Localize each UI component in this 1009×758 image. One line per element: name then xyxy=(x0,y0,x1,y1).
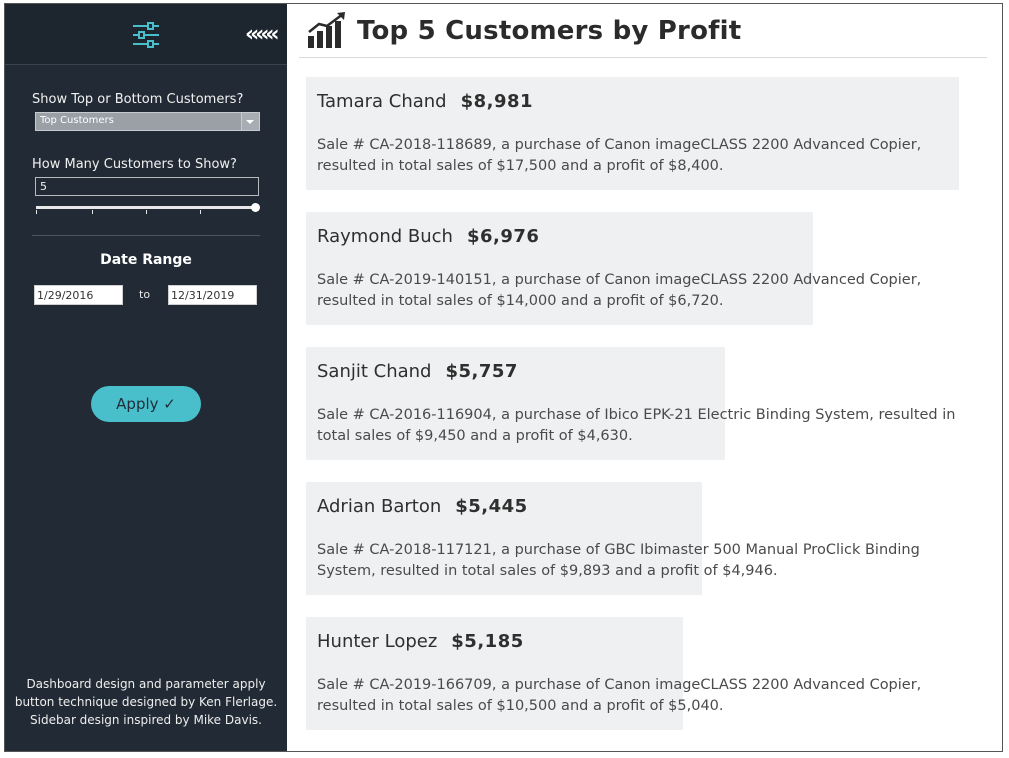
sale-description: Sale # CA-2018-117121, a purchase of GBC… xyxy=(317,540,937,582)
title-divider xyxy=(299,57,987,58)
customer-count-input[interactable]: 5 xyxy=(35,177,259,196)
customer-profit: $5,185 xyxy=(451,631,524,652)
customer-card: Tamara Chand $8,981 Sale # CA-2018-118689,… xyxy=(306,77,959,190)
apply-button[interactable]: Apply ✓ xyxy=(91,386,201,422)
page-title: Top 5 Customers by Profit xyxy=(357,16,742,46)
sidebar: ««« Show Top or Bottom Customers? Top Cu… xyxy=(5,4,287,751)
slider-tick xyxy=(200,210,201,214)
sidebar-divider xyxy=(32,235,260,236)
customer-name: Sanjit Chand xyxy=(317,361,432,382)
credits-line: Dashboard design and parameter apply xyxy=(26,677,266,691)
top-bottom-select[interactable]: Top Customers xyxy=(35,112,260,131)
customer-profit: $5,757 xyxy=(445,361,518,382)
sidebar-header: ««« xyxy=(5,4,287,65)
slider-tick xyxy=(146,210,147,214)
customer-card: Hunter Lopez $5,185 Sale # CA-2019-166709,… xyxy=(306,617,921,730)
sale-description-line: resulted in total sales of $17,500 and a… xyxy=(317,158,724,174)
customer-name: Hunter Lopez xyxy=(317,631,438,652)
customer-heading: Sanjit Chand $5,757 xyxy=(317,361,518,382)
collapse-sidebar-icon[interactable]: ««« xyxy=(245,22,280,47)
chart-growth-icon xyxy=(308,12,345,48)
date-from-input[interactable]: 1/29/2016 xyxy=(34,285,123,305)
top-bottom-select-value: Top Customers xyxy=(40,115,114,126)
customer-profit: $6,976 xyxy=(466,226,540,247)
customer-profit: $5,445 xyxy=(455,496,528,517)
date-range-title: Date Range xyxy=(100,252,192,268)
chevron-down-icon[interactable] xyxy=(241,113,259,130)
customer-count-slider[interactable] xyxy=(36,206,257,209)
credits-line: Sidebar design inspired by Mike Davis. xyxy=(30,713,262,727)
sale-description-line: Sale # CA-2016-116904, a purchase of Ibi… xyxy=(317,407,956,423)
slider-tick xyxy=(36,210,37,214)
sale-description-line: Sale # CA-2018-117121, a purchase of GBC… xyxy=(317,542,920,558)
customer-heading: Hunter Lopez $5,185 xyxy=(317,631,524,652)
sale-description-line: Sale # CA-2019-166709, a purchase of Can… xyxy=(317,677,922,693)
sale-description-line: Sale # CA-2019-140151, a purchase of Can… xyxy=(317,272,922,288)
date-to-input[interactable]: 12/31/2019 xyxy=(168,285,257,305)
customer-count-label: How Many Customers to Show? xyxy=(32,157,237,172)
customer-name: Raymond Buch xyxy=(317,226,453,247)
customer-heading: Tamara Chand $8,981 xyxy=(317,91,533,112)
sale-description-line: System, resulted in total sales of $9,89… xyxy=(317,563,778,579)
sale-description-line: Sale # CA-2018-118689, a purchase of Can… xyxy=(317,137,922,153)
credits-line: button technique designed by Ken Flerlag… xyxy=(14,695,278,709)
customer-heading: Raymond Buch $6,976 xyxy=(317,226,539,247)
customer-name: Adrian Barton xyxy=(317,496,442,517)
slider-tick xyxy=(92,210,93,214)
sliders-icon[interactable] xyxy=(131,20,161,50)
sale-description-line: resulted in total sales of $14,000 and a… xyxy=(317,293,724,309)
sale-description-line: total sales of $9,450 and a profit of $4… xyxy=(317,428,633,444)
customer-card: Adrian Barton $5,445 Sale # CA-2018-117121… xyxy=(306,482,920,595)
customer-card: Sanjit Chand $5,757 Sale # CA-2016-116904,… xyxy=(306,347,955,460)
customer-card: Raymond Buch $6,976 Sale # CA-2019-140151,… xyxy=(306,212,921,325)
customer-heading: Adrian Barton $5,445 xyxy=(317,496,528,517)
show-top-bottom-label: Show Top or Bottom Customers? xyxy=(32,92,244,107)
sale-description: Sale # CA-2019-140151, a purchase of Can… xyxy=(317,270,937,312)
sale-description-line: resulted in total sales of $10,500 and a… xyxy=(317,698,724,714)
sale-description: Sale # CA-2019-166709, a purchase of Can… xyxy=(317,675,937,717)
credits-text: Dashboard design and parameter apply but… xyxy=(5,675,287,729)
sale-description: Sale # CA-2018-118689, a purchase of Can… xyxy=(317,135,937,177)
slider-thumb[interactable] xyxy=(251,203,260,212)
customer-name: Tamara Chand xyxy=(317,91,447,112)
sale-description: Sale # CA-2016-116904, a purchase of Ibi… xyxy=(317,405,956,447)
customer-profit: $8,981 xyxy=(460,91,534,112)
date-to-label: to xyxy=(139,288,151,301)
